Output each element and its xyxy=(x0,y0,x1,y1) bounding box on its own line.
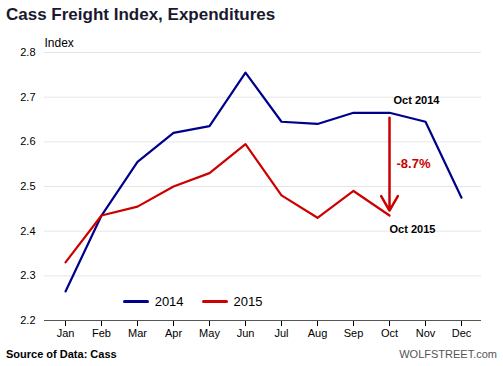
html-text:Source of Data: Cass: Source of Data: Cass xyxy=(6,348,117,360)
html-text:WOLFSTREET.com: WOLFSTREET.com xyxy=(399,348,497,360)
svg-text:Jan: Jan xyxy=(57,327,75,339)
svg-text:2.3: 2.3 xyxy=(20,269,35,281)
html-text:2015: 2015 xyxy=(233,294,263,309)
svg-text:2.4: 2.4 xyxy=(20,225,35,237)
svg-text:-8.7%: -8.7% xyxy=(397,156,431,171)
svg-text:Sep: Sep xyxy=(344,327,364,339)
svg-text:2.5: 2.5 xyxy=(20,180,35,192)
svg-text:Nov: Nov xyxy=(416,327,436,339)
svg-text:Aug: Aug xyxy=(308,327,328,339)
svg-text:Oct 2015: Oct 2015 xyxy=(390,223,436,235)
svg-text:Mar: Mar xyxy=(128,327,147,339)
svg-text:Index: Index xyxy=(45,36,74,50)
svg-text:Dec: Dec xyxy=(452,327,472,339)
svg-text:2.7: 2.7 xyxy=(20,91,35,103)
svg-text:Oct 2014: Oct 2014 xyxy=(394,94,441,106)
svg-text:Jun: Jun xyxy=(237,327,255,339)
svg-text:Feb: Feb xyxy=(92,327,111,339)
svg-text:2.8: 2.8 xyxy=(20,46,35,58)
html-text:2014: 2014 xyxy=(154,294,184,309)
svg-text:Apr: Apr xyxy=(165,327,182,339)
svg-text:Jul: Jul xyxy=(274,327,288,339)
svg-text:May: May xyxy=(199,327,220,339)
svg-text:2.2: 2.2 xyxy=(20,314,35,326)
html-text:Cass Freight Index, Expenditur: Cass Freight Index, Expenditures xyxy=(6,5,276,24)
svg-text:2.6: 2.6 xyxy=(20,135,35,147)
svg-text:Oct: Oct xyxy=(381,327,398,339)
